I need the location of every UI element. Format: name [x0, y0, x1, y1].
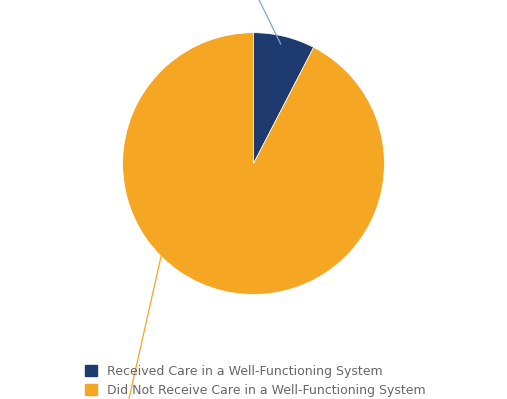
Wedge shape: [254, 33, 314, 164]
Legend: Received Care in a Well-Functioning System, Did Not Receive Care in a Well-Funct: Received Care in a Well-Functioning Syst…: [80, 359, 431, 399]
Text: 7.6%: 7.6%: [214, 0, 281, 44]
Wedge shape: [123, 33, 384, 294]
Text: 92.4%: 92.4%: [31, 243, 164, 399]
